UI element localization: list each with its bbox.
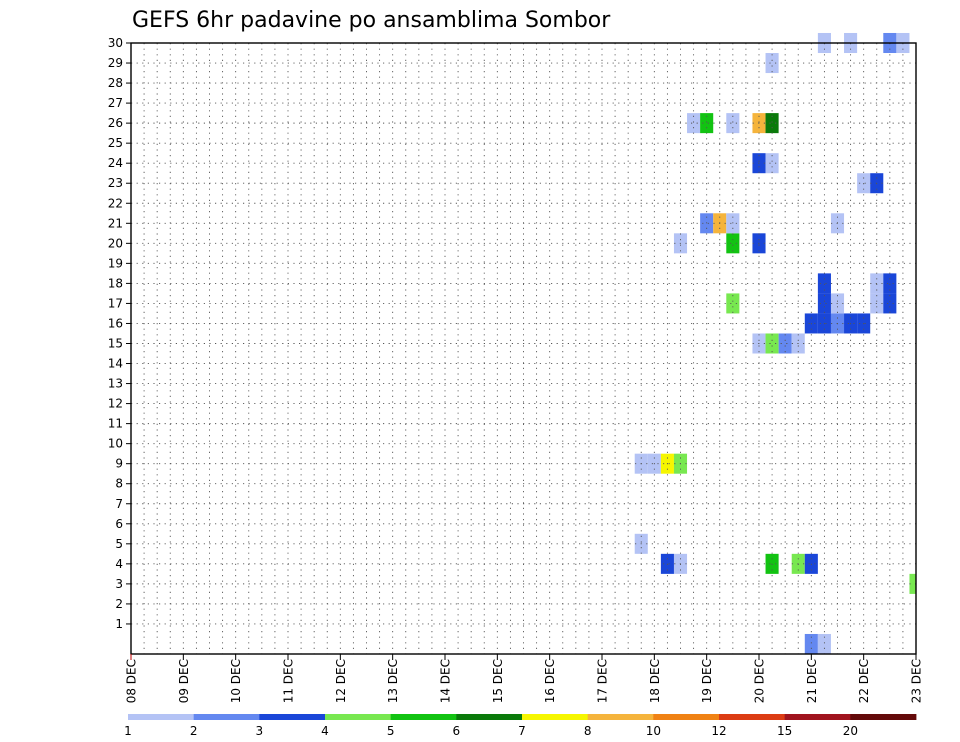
precip-cell: [817, 633, 831, 654]
y-tick-label: 29: [108, 56, 123, 70]
colorbar-label: 3: [256, 724, 264, 738]
precip-cell: [726, 293, 740, 314]
precip-cell: [883, 273, 897, 294]
colorbar-label: 8: [584, 724, 592, 738]
precip-cell: [817, 293, 831, 314]
y-tick-label: 5: [115, 537, 123, 551]
precip-cell: [765, 333, 779, 354]
y-tick-label: 11: [108, 417, 123, 431]
x-tick-label: 19 DEC: [700, 659, 714, 703]
colorbar-swatch: [522, 714, 589, 720]
precip-cell: [817, 273, 831, 294]
y-tick-label: 12: [108, 397, 123, 411]
x-tick-label: 11 DEC: [282, 659, 296, 703]
x-tick-label: 15 DEC: [491, 659, 505, 703]
precip-cell: [778, 333, 792, 354]
precip-cell: [765, 153, 779, 174]
y-tick-label: 28: [108, 76, 123, 90]
chart-title: GEFS 6hr padavine po ansamblima Sombor: [132, 8, 611, 33]
y-tick-label: 15: [108, 336, 123, 350]
precip-cell: [804, 633, 818, 654]
precip-cell: [883, 293, 897, 314]
y-tick-label: 16: [108, 316, 123, 330]
colorbar: 1 2 3 4 5 6 7 8 10 12 15 20: [124, 714, 917, 738]
y-tick-label: 2: [115, 597, 123, 611]
axes-layer: [126, 42, 917, 660]
x-tick-label: 09 DEC: [177, 659, 191, 703]
y-tick-label: 30: [108, 36, 123, 50]
colorbar-swatch: [259, 714, 326, 720]
x-tick-label: 22 DEC: [857, 659, 871, 703]
colorbar-swatch: [193, 714, 260, 720]
grid-layer: [131, 43, 916, 654]
x-tick-label: 14 DEC: [439, 659, 453, 703]
x-tick-label: 13 DEC: [386, 659, 400, 703]
y-tick-label: 7: [115, 497, 123, 511]
x-tick-label: 12 DEC: [334, 659, 348, 703]
x-tick-labels: 08 DEC 09 DEC 10 DEC 11 DEC 12 DEC 13 DEC 14 D…: [125, 659, 924, 703]
x-tick-label: 20 DEC: [753, 659, 767, 703]
colorbar-label: 7: [518, 724, 526, 738]
y-tick-label: 18: [108, 276, 123, 290]
precip-cell: [909, 573, 916, 594]
x-tick-label: 16 DEC: [543, 659, 557, 703]
y-tick-label: 25: [108, 136, 123, 150]
y-tick-labels: 1234567891011121314151617181920212223242…: [108, 36, 123, 631]
x-tick-label: 08 DEC: [125, 659, 139, 703]
y-tick-label: 24: [108, 156, 123, 170]
y-tick-label: 21: [108, 216, 123, 230]
x-tick-label: 10 DEC: [229, 659, 243, 703]
colorbar-swatch: [128, 714, 195, 720]
colorbar-label: 2: [190, 724, 198, 738]
y-tick-label: 6: [115, 517, 123, 531]
y-tick-label: 20: [108, 236, 123, 250]
colorbar-swatch: [850, 714, 917, 720]
precip-cell: [700, 113, 714, 134]
precip-cell: [726, 113, 740, 134]
x-tick-label: 23 DEC: [910, 659, 924, 703]
colorbar-label: 1: [124, 724, 132, 738]
y-tick-label: 26: [108, 116, 123, 130]
colorbar-swatch: [653, 714, 720, 720]
y-tick-label: 17: [108, 296, 123, 310]
colorbar-label: 4: [321, 724, 329, 738]
colorbar-swatch: [456, 714, 523, 720]
colorbar-label: 15: [777, 724, 792, 738]
precip-cell: [726, 233, 740, 254]
colorbar-swatch: [325, 714, 392, 720]
y-tick-label: 14: [108, 357, 123, 371]
y-tick-label: 3: [115, 577, 123, 591]
colorbar-label: 6: [453, 724, 461, 738]
colorbar-label: 5: [387, 724, 395, 738]
y-tick-label: 23: [108, 176, 123, 190]
colorbar-label: 12: [711, 724, 726, 738]
colorbar-label: 10: [646, 724, 661, 738]
x-tick-label: 18 DEC: [648, 659, 662, 703]
y-tick-label: 27: [108, 96, 123, 110]
y-tick-label: 22: [108, 196, 123, 210]
y-tick-label: 10: [108, 437, 123, 451]
y-tick-label: 4: [115, 557, 123, 571]
y-tick-label: 9: [115, 457, 123, 471]
colorbar-swatch: [784, 714, 851, 720]
x-tick-label: 21 DEC: [805, 659, 819, 703]
colorbar-swatch: [719, 714, 786, 720]
precip-cell: [765, 53, 779, 74]
colorbar-swatch: [587, 714, 654, 720]
y-tick-label: 8: [115, 477, 123, 491]
y-tick-label: 1: [115, 617, 123, 631]
y-tick-label: 13: [108, 377, 123, 391]
plot-frame: [130, 42, 917, 655]
colorbar-label: 20: [843, 724, 858, 738]
y-tick-label: 19: [108, 256, 123, 270]
x-tick-label: 17 DEC: [596, 659, 610, 703]
precip-cell: [687, 113, 701, 134]
colorbar-swatch: [390, 714, 457, 720]
precip-cell: [765, 113, 779, 134]
